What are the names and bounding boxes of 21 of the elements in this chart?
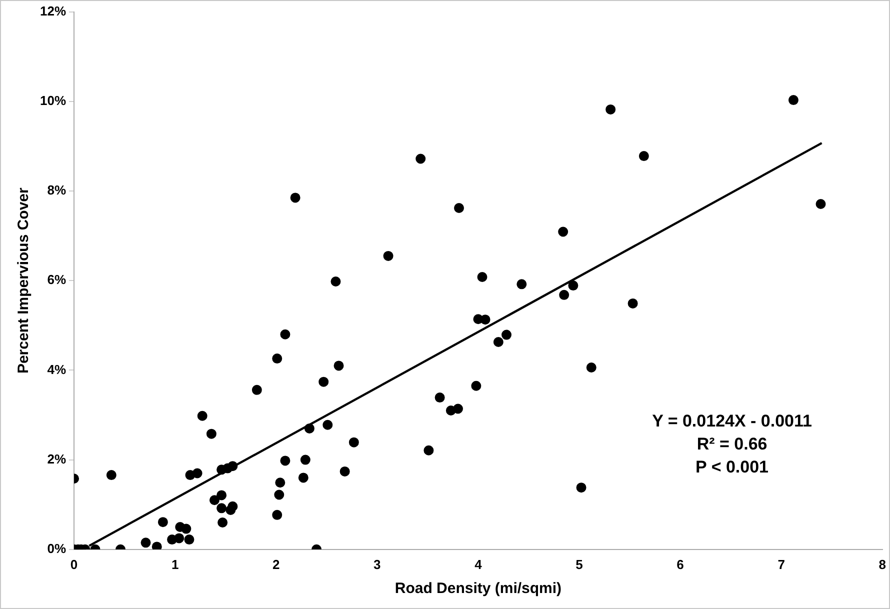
annotation: P < 0.001 (696, 458, 769, 477)
x-tick-label: 6 (676, 556, 684, 572)
y-tick-label: 0% (47, 540, 66, 556)
y-tick-label: 2% (47, 451, 66, 466)
annotation: R² = 0.66 (696, 434, 768, 454)
x-tick-label: 5 (576, 556, 583, 572)
y-tick-label: 6% (47, 272, 66, 288)
x-tick-label: 8 (878, 556, 886, 572)
y-tick-label: 12% (40, 3, 66, 18)
x-tick-label: 4 (474, 556, 483, 572)
annotation: Y = 0.0124X - 0.0011 (652, 412, 812, 431)
y-tick-label: 8% (47, 182, 66, 198)
x-tick-label: 3 (374, 556, 381, 572)
x-tick-label: 7 (778, 556, 785, 572)
x-tick-label: 1 (171, 556, 179, 572)
x-tick-label: 0 (70, 556, 78, 572)
y-tick-label: 10% (40, 92, 66, 108)
x-tick-label: 2 (272, 556, 280, 572)
y-axis-title: Percent Impervious Cover (15, 187, 32, 374)
x-axis-title: Road Density (mi/sqmi) (394, 580, 562, 598)
y-tick-label: 4% (47, 362, 66, 377)
